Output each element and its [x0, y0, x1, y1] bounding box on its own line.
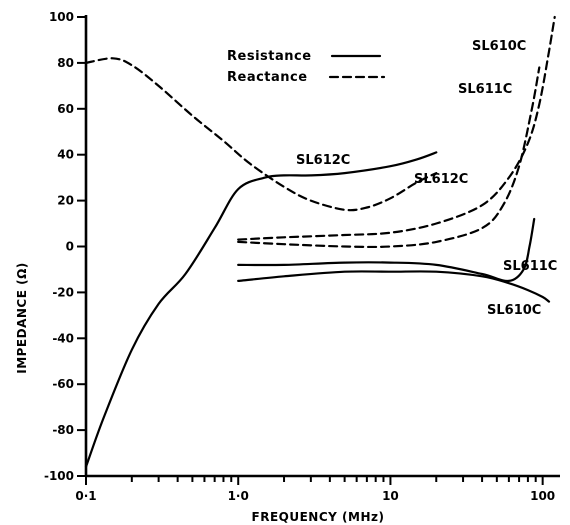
y-axis-title: IMPEDANCE (Ω) — [15, 262, 29, 374]
legend: Resistance Reactance — [227, 49, 386, 85]
annotation-sl611c-resistance: SL611C — [503, 259, 557, 274]
y-tick-label: 100 — [49, 10, 74, 24]
y-tick-label: 80 — [57, 56, 74, 70]
annotation-sl612c-reactance: SL612C — [414, 172, 468, 187]
y-tick-label: -100 — [44, 469, 74, 483]
y-tick-label: -60 — [52, 377, 74, 391]
x-tick-label: 1·0 — [228, 489, 249, 503]
x-axis-ticks: 0·1 1·0 10 100 — [75, 476, 555, 503]
resistance-curve-sl612c — [84, 151, 438, 468]
y-tick-label: -40 — [52, 331, 74, 345]
y-tick-label: 20 — [57, 194, 74, 208]
annotation-sl612c-resistance: SL612C — [296, 153, 350, 168]
resistance-curve-sl610c — [237, 270, 551, 303]
reactance-curve-sl611c — [237, 66, 541, 249]
legend-resistance-label: Resistance — [227, 49, 312, 64]
annotation-sl610c-resistance: SL610C — [487, 303, 541, 318]
series-curves — [84, 15, 556, 468]
x-tick-label: 100 — [530, 489, 555, 503]
curve-annotations: SL612C SL612C SL610C SL611C SL611C SL610… — [296, 39, 557, 318]
reactance-curve-sl610c — [237, 15, 556, 241]
annotation-sl611c-reactance: SL611C — [458, 82, 512, 97]
x-tick-label: 10 — [382, 489, 399, 503]
reactance-curve-sl612c — [84, 57, 438, 212]
y-tick-label: -20 — [52, 285, 74, 299]
resistance-curve-sl611c — [237, 217, 536, 283]
x-tick-label: 0·1 — [75, 489, 96, 503]
y-tick-label: 40 — [57, 148, 74, 162]
y-tick-label: -80 — [52, 423, 74, 437]
y-tick-label: 60 — [57, 102, 74, 116]
annotation-sl610c-reactance: SL610C — [472, 39, 526, 54]
legend-reactance-label: Reactance — [227, 70, 308, 85]
y-axis-ticks: 100 80 60 40 20 0 -20 -40 -60 -80 -100 — [44, 10, 86, 483]
y-tick-label: 0 — [66, 240, 74, 254]
x-axis-title: FREQUENCY (MHz) — [252, 510, 385, 524]
